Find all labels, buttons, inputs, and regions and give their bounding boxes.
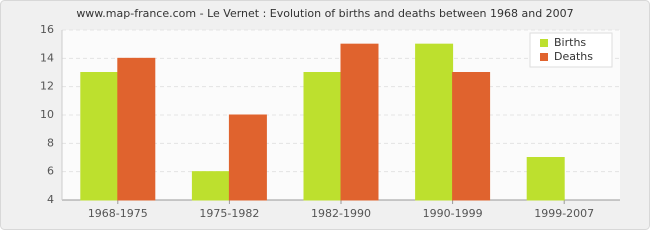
- x-tick-label: 1982-1990: [311, 207, 371, 220]
- x-tick-label: 1990-1999: [423, 207, 483, 220]
- chart-title: www.map-france.com - Le Vernet : Evoluti…: [76, 7, 573, 20]
- legend-swatch: [540, 39, 548, 47]
- y-tick-label: 16: [40, 23, 54, 36]
- bar: [526, 157, 565, 201]
- y-tick-label: 14: [40, 51, 54, 64]
- legend-label: Deaths: [554, 50, 593, 63]
- bar: [228, 114, 267, 201]
- y-tick-label: 4: [47, 193, 54, 206]
- y-tick-label: 8: [47, 136, 54, 149]
- chart: www.map-france.com - Le Vernet : Evoluti…: [0, 0, 650, 230]
- bar: [340, 43, 379, 201]
- bar: [303, 72, 342, 201]
- bar: [80, 72, 119, 201]
- y-tick-label: 6: [47, 165, 54, 178]
- bar: [415, 43, 454, 201]
- y-tick-label: 10: [40, 108, 54, 121]
- x-tick-label: 1968-1975: [88, 207, 148, 220]
- bar: [117, 57, 156, 201]
- y-tick-label: 12: [40, 80, 54, 93]
- x-tick-label: 1999-2007: [534, 207, 594, 220]
- legend-swatch: [540, 53, 548, 61]
- bar: [191, 171, 230, 201]
- legend-label: Births: [554, 36, 586, 49]
- legend-box: [529, 32, 613, 68]
- bar: [452, 72, 491, 201]
- x-tick-label: 1975-1982: [199, 207, 259, 220]
